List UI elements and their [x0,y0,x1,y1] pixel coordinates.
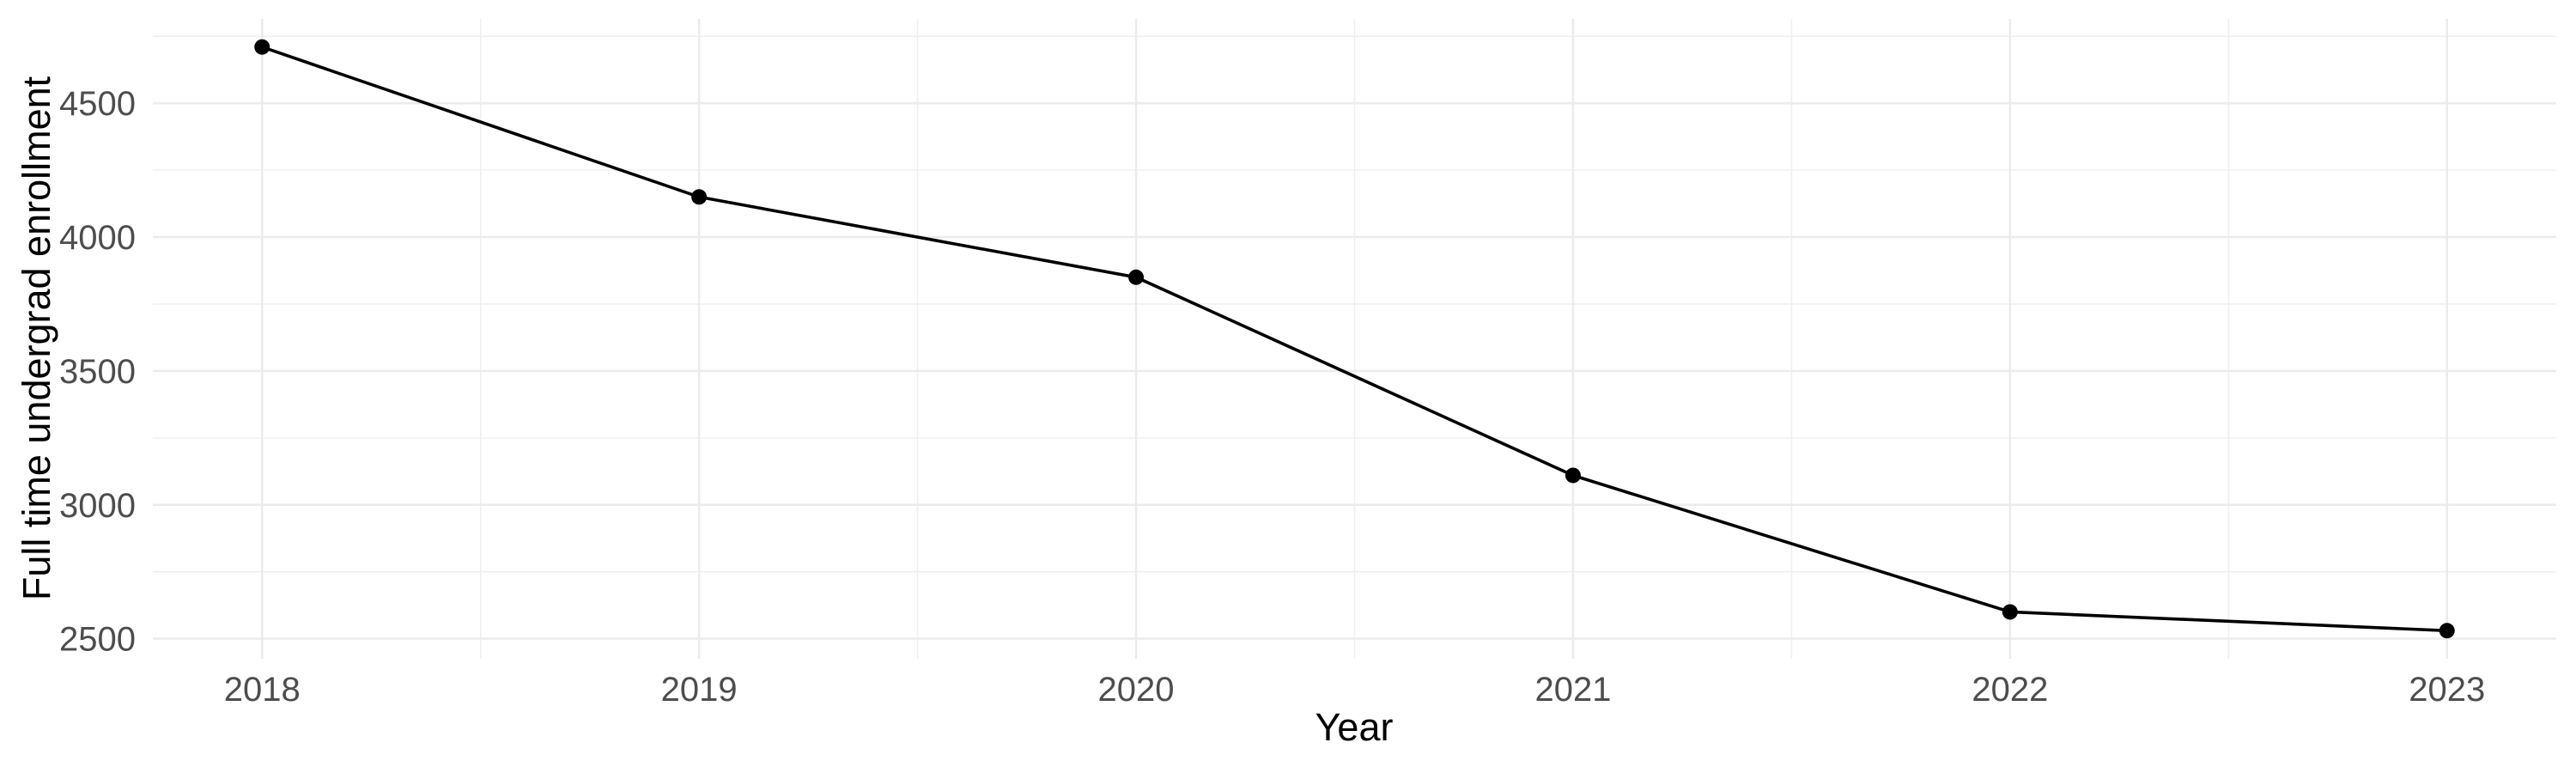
data-point-2022 [2002,604,2018,620]
y-tick-label-4500: 4500 [59,85,136,123]
y-tick-label-2500: 2500 [59,621,136,659]
data-point-2018 [254,39,270,55]
y-axis-title: Full time undergrad enrollment [15,76,58,600]
y-axis-tick-labels: 2500 3000 3500 4000 4500 [59,85,136,658]
enrollment-line-series [254,39,2455,639]
data-point-2019 [691,189,708,205]
x-tick-label-2023: 2023 [2409,671,2485,709]
trend-line [261,46,2447,633]
major-gridlines [153,19,2556,659]
y-tick-label-4000: 4000 [59,219,136,257]
x-tick-label-2020: 2020 [1098,671,1175,709]
y-tick-label-3500: 3500 [59,353,136,391]
data-point-2023 [2439,623,2455,639]
x-tick-label-2022: 2022 [1971,671,2048,709]
x-tick-label-2021: 2021 [1534,671,1611,709]
x-tick-label-2019: 2019 [661,671,738,709]
x-tick-label-2018: 2018 [224,671,301,709]
data-point-2021 [1564,467,1581,484]
data-point-2020 [1128,269,1145,285]
minor-gridlines [153,19,2556,659]
x-axis-tick-labels: 2018 2019 2020 2021 2022 2023 [224,671,2486,709]
x-axis-title: Year [1315,705,1394,749]
y-tick-label-3000: 3000 [59,487,136,525]
